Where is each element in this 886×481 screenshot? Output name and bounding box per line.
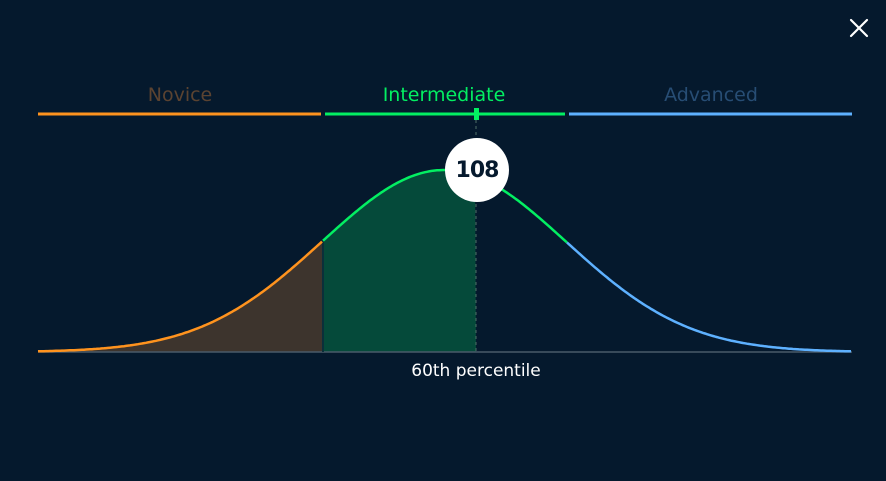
score-marker-tick [474,108,479,120]
advanced-curve [566,241,851,353]
novice-area-fill [38,241,323,352]
level-label-novice: Novice [147,84,213,106]
close-icon [849,18,869,38]
level-label-intermediate: Intermediate [382,84,506,106]
intermediate-area-fill [323,170,476,352]
level-label-advanced: Advanced [664,84,758,106]
close-button[interactable] [842,11,876,45]
percentile-label: 60th percentile [411,361,541,381]
novice-curve [37,240,323,353]
score-badge: 108 [445,138,509,202]
